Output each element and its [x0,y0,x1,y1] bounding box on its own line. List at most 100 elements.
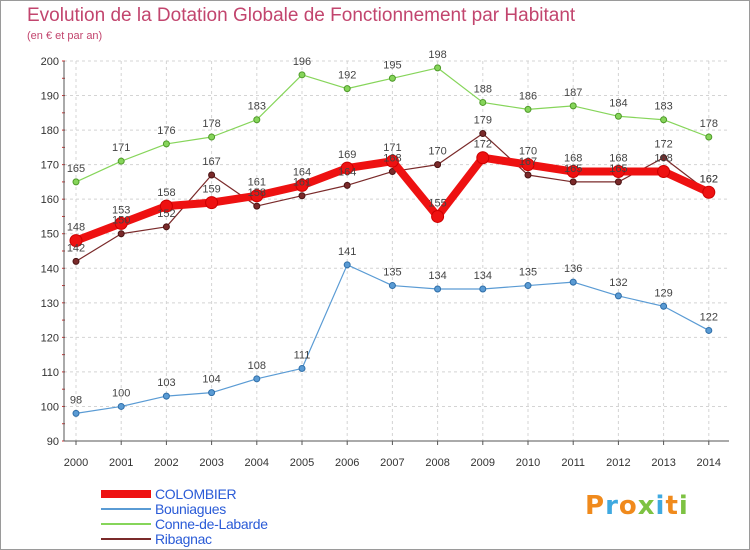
legend-item-conne-de-labarde: Conne-de-Labarde [101,516,401,532]
data-point-colombier [521,158,535,172]
data-label-conne-de-labarde: 171 [112,142,130,154]
data-label-colombier: 169 [338,149,356,161]
data-point-conne-de-labarde [253,116,261,124]
legend-swatch-colombier [101,490,151,498]
data-label-bouniagues: 135 [519,267,537,279]
data-point-bouniagues [208,389,216,397]
data-point-conne-de-labarde [343,85,351,93]
legend-label-bouniagues: Bouniagues [155,501,226,517]
data-label-conne-de-labarde: 176 [157,125,175,137]
data-label-ribagnac: 162 [700,173,718,185]
data-point-conne-de-labarde [479,98,487,106]
data-point-bouniagues [117,402,125,410]
data-point-colombier [159,199,173,213]
data-point-colombier [657,165,671,179]
data-point-colombier [69,234,83,248]
data-label-colombier: 168 [654,153,672,165]
data-point-bouniagues [162,392,170,400]
data-point-bouniagues [660,302,668,310]
y-tick-label: 180 [41,125,59,137]
data-label-colombier: 164 [293,166,311,178]
y-tick-label: 200 [41,56,59,68]
x-tick-label: 2003 [199,457,223,469]
data-point-bouniagues [72,409,80,417]
data-point-colombier [566,165,580,179]
data-label-conne-de-labarde: 198 [428,49,446,61]
x-tick-label: 2010 [516,457,540,469]
data-point-bouniagues [614,292,622,300]
data-point-ribagnac [388,168,396,176]
data-point-ribagnac [253,202,261,210]
data-point-conne-de-labarde [660,116,668,124]
data-label-colombier: 161 [248,177,266,189]
data-label-conne-de-labarde: 178 [202,118,220,130]
legend-swatch-conne-de-labarde [101,523,151,525]
data-point-conne-de-labarde [434,64,442,72]
x-tick-label: 2002 [154,457,178,469]
data-label-conne-de-labarde: 187 [564,87,582,99]
data-label-bouniagues: 104 [202,374,220,386]
data-label-ribagnac: 170 [428,146,446,158]
data-point-ribagnac [117,230,125,238]
data-point-colombier [476,151,490,165]
data-point-bouniagues [479,285,487,293]
data-label-bouniagues: 98 [70,394,82,406]
data-label-bouniagues: 136 [564,263,582,275]
data-point-conne-de-labarde [298,71,306,79]
data-label-ribagnac: 142 [67,242,85,254]
data-point-colombier [295,178,309,192]
y-tick-label: 90 [47,436,59,448]
data-point-ribagnac [660,154,668,162]
data-label-conne-de-labarde: 178 [700,118,718,130]
chart-title: Evolution de la Dotation Globale de Fonc… [27,5,576,26]
data-label-conne-de-labarde: 192 [338,70,356,82]
x-tick-label: 2012 [606,457,630,469]
data-point-ribagnac [569,178,577,186]
data-label-bouniagues: 129 [654,287,672,299]
data-label-ribagnac: 152 [157,208,175,220]
data-point-bouniagues [569,278,577,286]
data-label-ribagnac: 150 [112,215,130,227]
data-label-colombier: 170 [519,146,537,158]
data-point-colombier [702,185,716,199]
data-point-conne-de-labarde [569,102,577,110]
data-label-colombier: 168 [609,153,627,165]
data-point-bouniagues [705,326,713,334]
y-tick-label: 150 [41,229,59,241]
chart-subtitle: (en € et par an) [27,30,103,42]
y-tick-label: 140 [41,263,59,275]
data-label-conne-de-labarde: 184 [609,97,627,109]
x-tick-label: 2001 [109,457,133,469]
x-tick-label: 2006 [335,457,359,469]
data-label-ribagnac: 165 [564,163,582,175]
data-point-bouniagues [524,282,532,290]
y-tick-label: 160 [41,194,59,206]
data-label-ribagnac: 158 [248,187,266,199]
legend-swatch-ribagnac [101,538,151,540]
data-label-colombier: 162 [700,173,718,185]
y-tick-label: 120 [41,332,59,344]
y-tick-label: 110 [41,367,59,379]
data-point-conne-de-labarde [705,133,713,141]
data-label-bouniagues: 108 [248,360,266,372]
data-label-bouniagues: 122 [700,311,718,323]
data-label-conne-de-labarde: 188 [474,83,492,95]
proxiti-logo: Proxiti [585,491,689,521]
data-label-colombier: 153 [112,204,130,216]
data-point-ribagnac [162,223,170,231]
data-label-conne-de-labarde: 186 [519,90,537,102]
data-label-bouniagues: 135 [383,267,401,279]
data-label-ribagnac: 165 [609,163,627,175]
legend-item-colombier: COLOMBIER [101,486,401,502]
data-point-bouniagues [343,261,351,269]
y-tick-label: 170 [41,160,59,172]
data-label-conne-de-labarde: 183 [654,101,672,113]
data-label-colombier: 148 [67,222,85,234]
y-tick-label: 190 [41,91,59,103]
data-point-ribagnac [614,178,622,186]
data-label-colombier: 158 [157,187,175,199]
legend-label-conne-de-labarde: Conne-de-Labarde [155,516,268,532]
x-tick-label: 2000 [64,457,88,469]
data-label-conne-de-labarde: 183 [248,101,266,113]
